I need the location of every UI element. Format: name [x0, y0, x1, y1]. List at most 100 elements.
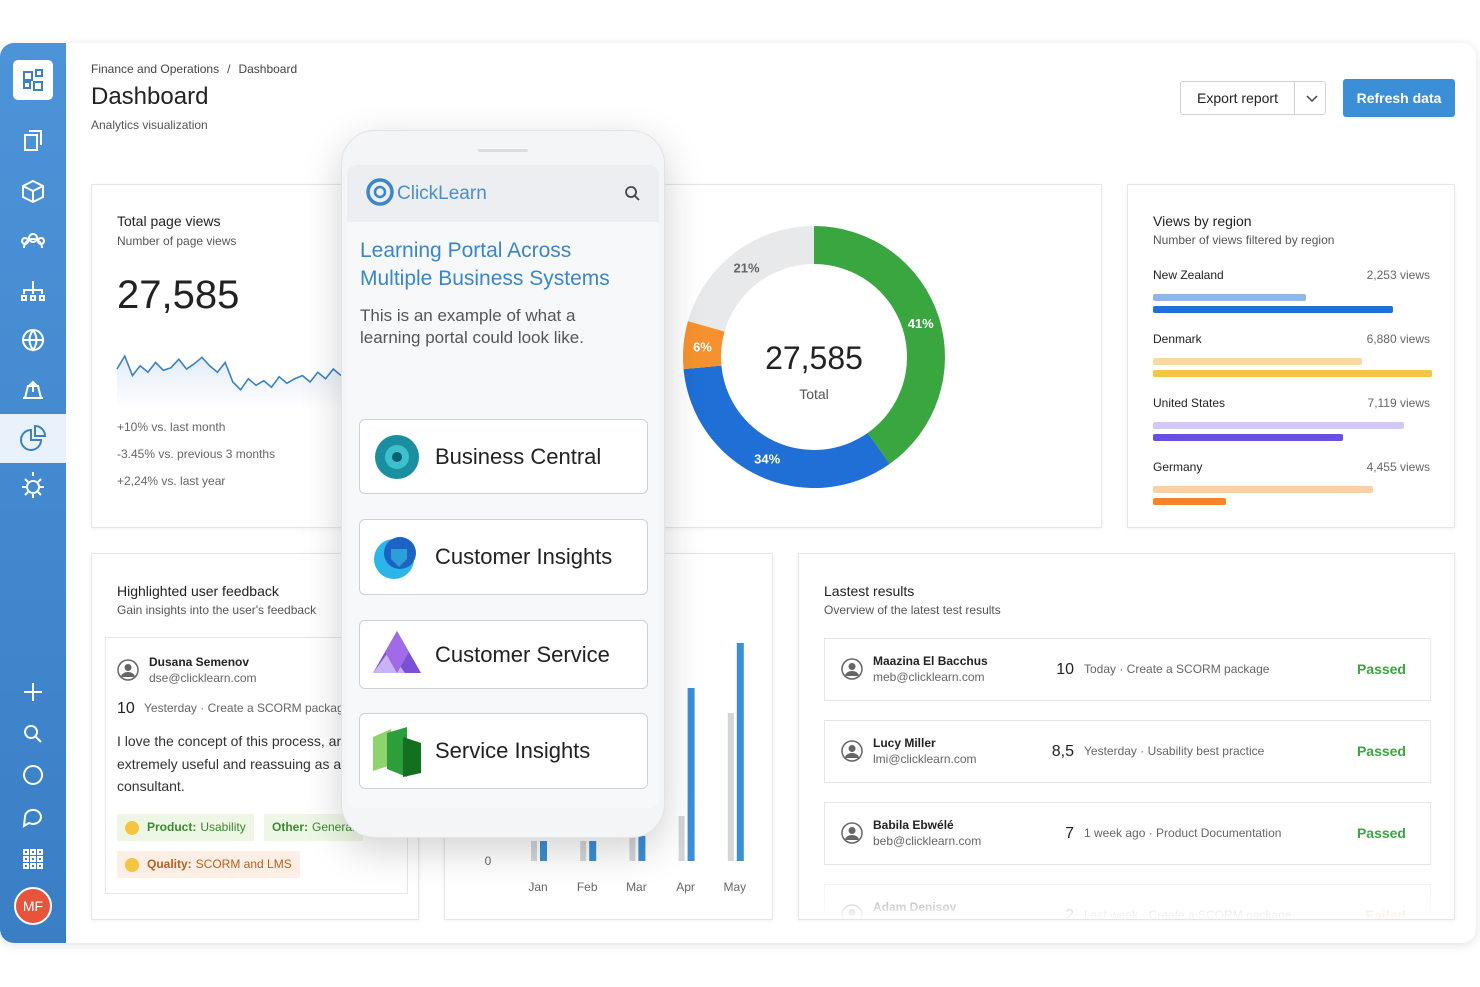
region-bar [1153, 486, 1374, 493]
total-value: 27,585 [117, 273, 240, 317]
graphic [841, 740, 863, 762]
app-label: Service Insights [435, 738, 591, 763]
donut-segment [683, 321, 725, 370]
tag: Product: Usability [117, 814, 254, 841]
stat: +2,24% vs. last year [117, 474, 226, 488]
sidebar-icon[interactable] [24, 725, 42, 743]
card-title: Lastest results [824, 583, 915, 599]
avatar[interactable] [14, 887, 52, 925]
sidebar-icon[interactable] [24, 130, 42, 151]
fade [799, 871, 1454, 919]
sparkline-area [117, 356, 341, 410]
results-card: Lastest results Overview of the latest te… [798, 553, 1455, 920]
donut-label: 34% [754, 452, 780, 467]
region-views: 6,880 views [1366, 332, 1430, 346]
sidebar-icon[interactable] [24, 683, 42, 701]
app-icon [387, 727, 407, 777]
tag-key: Product: [147, 820, 197, 835]
tag-value: Usability [200, 820, 246, 835]
sidebar-icon[interactable] [23, 849, 43, 869]
user-name: Maazina El Bacchus [873, 654, 988, 668]
refresh-button[interactable]: Refresh data [1343, 79, 1455, 117]
sidebar-icon[interactable] [21, 281, 45, 301]
graphic: MF [13, 60, 53, 925]
page-title: Dashboard [91, 83, 209, 110]
region-name: Denmark [1153, 332, 1202, 346]
portal-title: Multiple Business Systems [360, 267, 610, 290]
card-title: Total page views [117, 213, 221, 229]
donut-label: 21% [733, 261, 759, 276]
breadcrumb-item[interactable]: Finance and Operations [91, 62, 220, 76]
bar [736, 643, 744, 861]
donut-label: 6% [693, 340, 712, 355]
graphic: 0 Jan Feb Mar Apr May [485, 643, 746, 894]
search-icon[interactable] [625, 186, 640, 201]
region-bar [1153, 370, 1432, 377]
sparkline [116, 354, 342, 392]
region-name: New Zealand [1153, 268, 1224, 282]
stat: -3.45% vs. previous 3 months [117, 447, 276, 461]
region-card: Views by region Number of views filtered … [1127, 184, 1455, 528]
result-row[interactable] [824, 802, 1431, 865]
breadcrumb-item[interactable]: Dashboard [238, 62, 298, 76]
region-bar [1153, 306, 1393, 313]
graphic [1306, 95, 1318, 103]
region-name: Germany [1153, 460, 1203, 474]
user-name: Lucy Miller [873, 736, 936, 750]
graphic [841, 822, 863, 844]
bar [580, 841, 587, 861]
score: 10 [1056, 661, 1074, 678]
graphic [374, 537, 416, 579]
bar [727, 713, 734, 861]
result-status: Passed [1356, 661, 1406, 677]
result-meta: Yesterday · Usability best practice [1084, 744, 1265, 758]
breadcrumb: Finance and Operations / Dashboard [91, 62, 297, 76]
app-label: Business Central [435, 443, 602, 469]
user-avatar [117, 659, 139, 681]
result-status: Passed [1356, 743, 1406, 759]
region-name: United States [1153, 396, 1226, 410]
donut-segment [814, 226, 945, 464]
graphic: ClickLearn [366, 178, 640, 206]
user-email: beb@clicklearn.com [873, 834, 982, 848]
score: 10 [117, 700, 135, 717]
sidebar-icon[interactable] [22, 329, 45, 352]
result-row[interactable] [824, 638, 1431, 701]
bar [540, 841, 547, 861]
chevron [1306, 95, 1318, 103]
score: 7 [1065, 825, 1074, 842]
portal-description: learning portal could look like. [360, 328, 584, 347]
donut-total: 27,585 [765, 340, 863, 376]
graphic [373, 727, 421, 777]
region-bar [1153, 358, 1363, 365]
graphic: 41% 34% 6% 21% 27,585 Total [116, 226, 945, 488]
app-label: Customer Service [435, 641, 610, 667]
feedback-meta: Yesterday · Create a SCORM package [144, 701, 351, 715]
user-avatar-figure [845, 663, 859, 676]
sidebar-icon[interactable] [22, 808, 42, 828]
breadcrumb-item: / [227, 62, 231, 76]
card-subtitle: Number of page views [117, 234, 237, 248]
phone-speaker [478, 149, 528, 152]
avatar-initials: MF [23, 898, 43, 914]
user-avatar [841, 658, 863, 680]
user-email: meb@clicklearn.com [873, 670, 985, 684]
user-avatar-figure [845, 745, 859, 758]
sidebar-icon[interactable] [22, 179, 44, 204]
app-icon [373, 729, 391, 771]
result-row[interactable] [824, 720, 1431, 783]
sidebar-icon[interactable] [21, 233, 46, 249]
sidebar-icon[interactable] [23, 765, 44, 785]
sidebar-active [0, 414, 66, 463]
bar [638, 836, 646, 861]
sidebar-icon[interactable] [20, 424, 47, 451]
sidebar-icon[interactable] [23, 380, 43, 399]
app-icon [403, 737, 421, 777]
export-button[interactable]: Export report [1180, 81, 1326, 115]
region-bar [1153, 294, 1307, 301]
emoji [125, 857, 139, 872]
sidebar-icon[interactable] [22, 472, 44, 498]
logo-ring [366, 178, 394, 206]
